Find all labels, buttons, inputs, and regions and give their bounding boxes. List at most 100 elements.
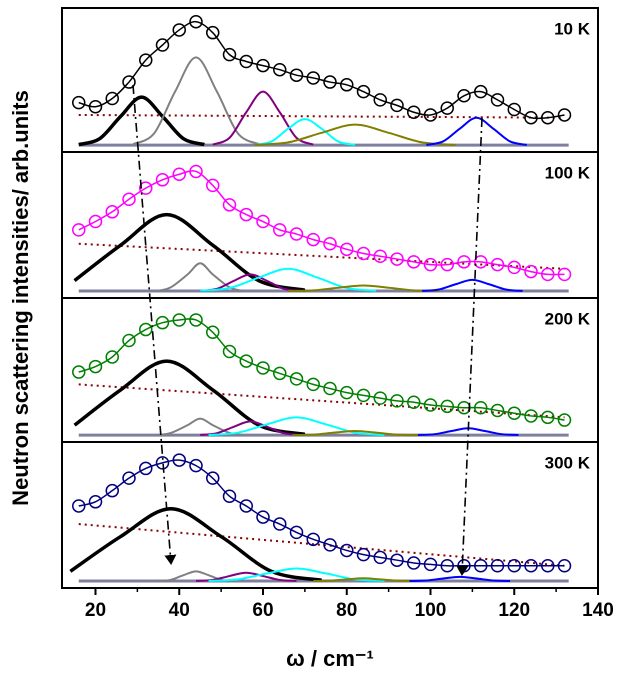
data-point bbox=[423, 108, 438, 122]
data-point bbox=[139, 53, 153, 67]
data-point bbox=[239, 54, 253, 69]
panel-label: 300 K bbox=[545, 453, 591, 472]
data-point bbox=[273, 223, 287, 237]
data-point bbox=[206, 471, 220, 485]
fit-component bbox=[132, 56, 260, 146]
data-point bbox=[222, 344, 237, 359]
data-point bbox=[72, 223, 86, 237]
fit-component bbox=[200, 267, 377, 292]
data-point bbox=[356, 246, 371, 261]
data-point bbox=[189, 164, 203, 179]
panel bbox=[72, 14, 572, 147]
data-point bbox=[256, 361, 270, 375]
fit-component bbox=[158, 262, 243, 292]
data-point bbox=[323, 381, 337, 396]
fit-component bbox=[254, 118, 356, 146]
data-point bbox=[306, 377, 320, 392]
data-point bbox=[490, 257, 505, 272]
data-point bbox=[340, 78, 354, 92]
data-point bbox=[172, 167, 186, 181]
fit-component bbox=[313, 577, 414, 583]
data-point bbox=[423, 557, 438, 572]
data-point bbox=[490, 403, 505, 418]
data-point bbox=[457, 89, 471, 103]
data-point bbox=[541, 410, 555, 425]
data-point bbox=[541, 267, 555, 282]
data-point bbox=[407, 395, 421, 409]
data-point bbox=[474, 559, 488, 573]
panel bbox=[72, 313, 572, 437]
panel-label: 100 K bbox=[545, 163, 591, 182]
data-point bbox=[122, 192, 136, 207]
x-tick-label: 100 bbox=[415, 600, 447, 621]
data-point bbox=[524, 559, 538, 573]
data-point bbox=[155, 173, 170, 187]
data-point bbox=[306, 532, 320, 547]
x-tick-label: 140 bbox=[582, 600, 614, 621]
data-point bbox=[256, 214, 270, 229]
data-point bbox=[323, 237, 337, 251]
background-line bbox=[78, 113, 565, 119]
fit-component bbox=[200, 420, 301, 437]
data-point bbox=[356, 547, 371, 562]
data-point bbox=[407, 255, 421, 269]
data-point bbox=[507, 260, 521, 275]
fit-component bbox=[78, 95, 205, 147]
fit-component bbox=[254, 123, 456, 146]
data-point bbox=[423, 257, 438, 272]
fit-component bbox=[158, 417, 243, 436]
data-point bbox=[189, 313, 203, 327]
panel bbox=[72, 164, 572, 293]
data-point bbox=[289, 525, 304, 540]
data-point bbox=[289, 227, 304, 241]
data-point bbox=[139, 322, 153, 337]
data-point bbox=[172, 453, 186, 467]
x-tick-label: 80 bbox=[336, 600, 357, 621]
data-point bbox=[423, 398, 438, 412]
data-point bbox=[557, 108, 572, 122]
fit-component bbox=[212, 90, 314, 146]
data-point bbox=[105, 483, 119, 498]
data-point bbox=[72, 365, 86, 379]
data-point bbox=[88, 495, 103, 509]
x-tick-label: 60 bbox=[252, 600, 273, 621]
data-point bbox=[88, 359, 103, 374]
panel-frame bbox=[61, 297, 599, 443]
panel bbox=[69, 453, 572, 583]
data-point bbox=[289, 372, 304, 386]
data-line bbox=[78, 318, 565, 421]
panel-label: 200 K bbox=[545, 309, 591, 328]
data-point bbox=[373, 391, 387, 405]
fit-component bbox=[208, 416, 385, 437]
data-point bbox=[139, 461, 153, 476]
data-point bbox=[306, 232, 320, 247]
data-point bbox=[306, 71, 320, 85]
data-point bbox=[356, 388, 371, 403]
data-point bbox=[206, 25, 220, 40]
data-point bbox=[222, 47, 237, 62]
data-point bbox=[440, 399, 454, 414]
panel-label: 10 K bbox=[554, 19, 591, 38]
fit-component bbox=[73, 359, 306, 437]
x-tick-label: 20 bbox=[85, 600, 106, 621]
data-point bbox=[440, 559, 454, 573]
data-point bbox=[122, 471, 136, 485]
data-point bbox=[105, 350, 119, 364]
data-point bbox=[105, 91, 119, 106]
fit-component bbox=[69, 506, 322, 582]
data-point bbox=[390, 98, 404, 113]
fit-component bbox=[422, 278, 523, 292]
data-point bbox=[407, 105, 421, 119]
data-point bbox=[72, 499, 86, 513]
fit-component bbox=[73, 212, 306, 292]
panel-frame bbox=[61, 441, 599, 589]
data-point bbox=[373, 249, 387, 264]
data-point bbox=[88, 99, 103, 114]
data-point bbox=[155, 456, 170, 470]
data-point bbox=[340, 385, 354, 400]
data-point bbox=[239, 354, 253, 368]
data-point bbox=[139, 181, 153, 195]
data-point bbox=[340, 242, 354, 257]
data-point bbox=[474, 84, 488, 99]
